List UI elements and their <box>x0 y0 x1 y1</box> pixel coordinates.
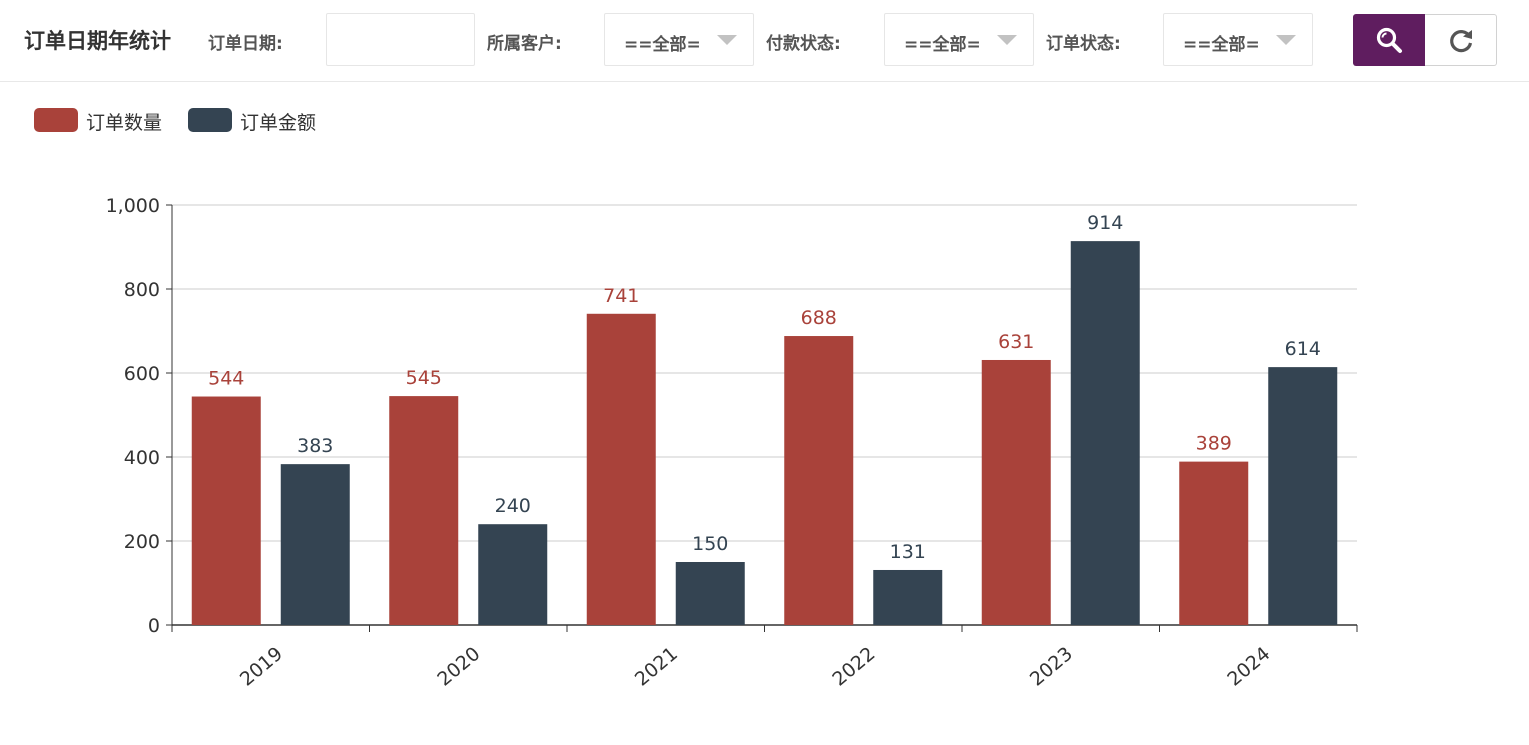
x-tick-label: 2020 <box>433 643 484 691</box>
x-tick-label: 2022 <box>828 643 879 691</box>
bar <box>478 524 548 625</box>
bar <box>1179 461 1249 625</box>
y-tick-label: 0 <box>148 615 160 637</box>
y-tick-label: 200 <box>124 531 160 553</box>
bar <box>191 396 261 625</box>
bar-value-label: 545 <box>406 367 442 389</box>
bar-value-label: 544 <box>208 368 244 390</box>
legend-label-order-count: 订单数量 <box>86 112 163 134</box>
bar <box>586 313 656 625</box>
bar-value-label: 688 <box>801 307 837 329</box>
search-button[interactable] <box>1353 14 1425 66</box>
bar <box>1070 241 1140 625</box>
filter-toolbar: 订单日期年统计 订单日期: 所属客户: ==全部= 付款状态: ==全部= 订单… <box>0 0 1529 82</box>
bar-value-label: 240 <box>495 495 531 517</box>
bar <box>784 336 854 625</box>
bar <box>280 464 350 625</box>
bar <box>389 396 459 625</box>
payment-status-select[interactable]: ==全部= <box>884 13 1034 66</box>
customer-select-value: ==全部= <box>624 35 701 55</box>
legend-swatch-order-count <box>34 108 78 132</box>
payment-status-select-value: ==全部= <box>904 35 981 55</box>
refresh-button[interactable] <box>1425 14 1497 66</box>
action-button-group <box>1353 14 1497 66</box>
page-title: 订单日期年统计 <box>24 29 171 53</box>
bar <box>1268 367 1338 625</box>
payment-status-label: 付款状态: <box>766 34 841 54</box>
bar-chart: 0 200 400 600 800 1,000 544 383 2019 545 240 2020 74… <box>106 195 1358 691</box>
bar-value-label: 741 <box>603 285 639 307</box>
bar-value-label: 383 <box>297 435 333 457</box>
refresh-icon <box>1450 30 1473 53</box>
bar <box>675 562 745 625</box>
legend-swatch-order-amount <box>188 108 232 132</box>
bar-value-label: 131 <box>890 541 926 563</box>
order-status-label: 订单状态: <box>1046 34 1121 54</box>
chevron-down-icon <box>717 35 737 45</box>
order-status-select-value: ==全部= <box>1183 35 1260 55</box>
y-tick-label: 400 <box>124 447 160 469</box>
customer-select[interactable]: ==全部= <box>604 13 754 66</box>
x-tick-label: 2024 <box>1223 643 1274 691</box>
bar-value-label: 914 <box>1087 212 1123 234</box>
bar-value-label: 150 <box>692 533 728 555</box>
bar-value-label: 389 <box>1196 433 1232 455</box>
customer-label: 所属客户: <box>487 34 562 54</box>
y-tick-label: 600 <box>124 363 160 385</box>
bar-value-label: 631 <box>998 331 1034 353</box>
order-status-select[interactable]: ==全部= <box>1163 13 1313 66</box>
order-date-label: 订单日期: <box>208 34 283 54</box>
chevron-down-icon <box>1276 35 1296 45</box>
bar <box>873 569 943 625</box>
legend-label-order-amount: 订单金额 <box>240 112 317 134</box>
y-tick-label: 1,000 <box>106 195 160 217</box>
x-tick-label: 2023 <box>1026 643 1077 691</box>
bar <box>981 359 1051 625</box>
search-icon <box>1376 27 1402 53</box>
order-date-input[interactable] <box>326 13 475 66</box>
y-tick-label: 800 <box>124 279 160 301</box>
x-tick-label: 2019 <box>236 643 287 691</box>
bar-value-label: 614 <box>1285 338 1321 360</box>
chevron-down-icon <box>997 35 1017 45</box>
x-tick-label: 2021 <box>631 643 682 691</box>
